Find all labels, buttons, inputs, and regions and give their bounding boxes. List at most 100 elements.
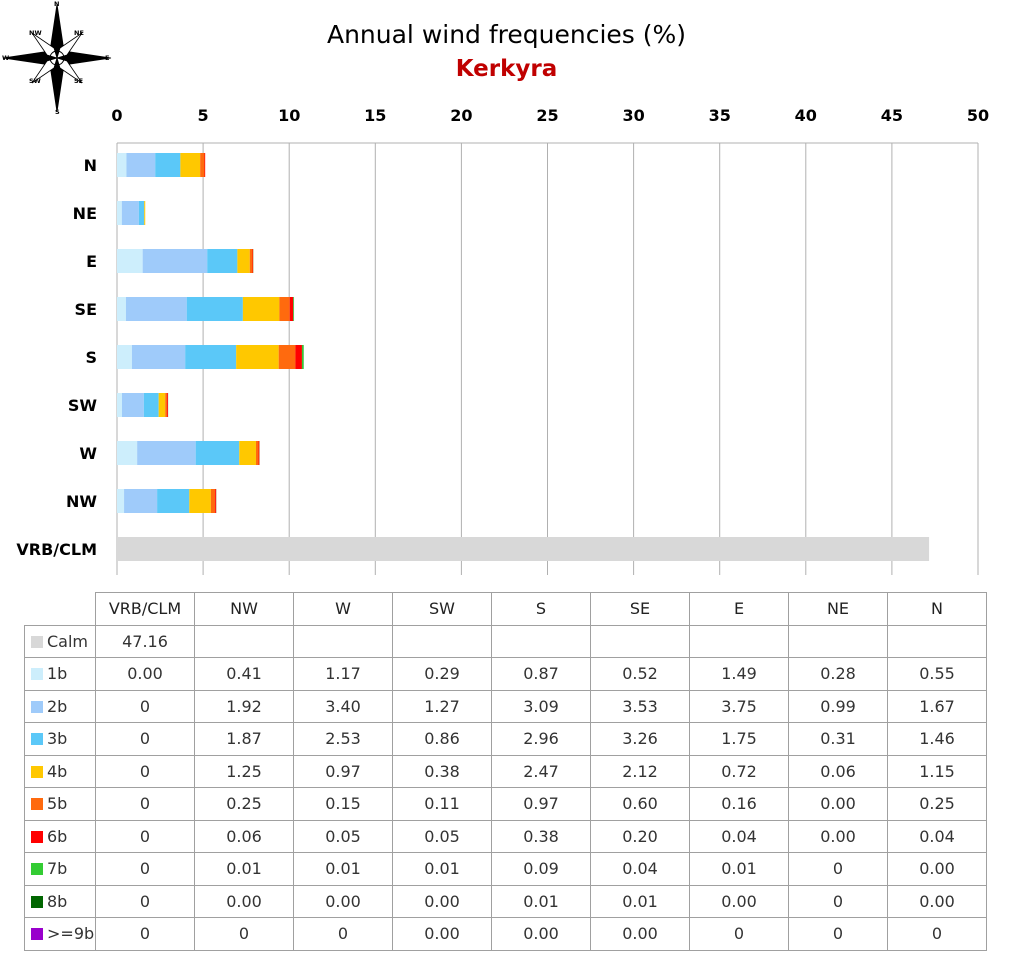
table-cell: 0.25	[887, 787, 987, 821]
table-cell: 0.00	[887, 852, 987, 886]
category-label-n: N	[84, 156, 97, 175]
table-cell: 0.06	[194, 819, 294, 853]
bar-sw-4b	[158, 393, 166, 417]
column-header: SW	[392, 592, 492, 626]
x-tick-label-20: 20	[450, 106, 472, 125]
x-tick-label-15: 15	[364, 106, 386, 125]
table-cell: 0	[95, 819, 195, 853]
table-cell: 1.87	[194, 722, 294, 756]
table-row: 2b 0 1.92 3.40 1.27 3.09 3.53 3.75 0.99 1.67	[24, 689, 987, 723]
table-cell: 0.15	[293, 787, 393, 821]
bar-n-2b	[126, 153, 156, 177]
table-cell: 0	[689, 917, 789, 951]
row-label: 1b	[24, 657, 96, 691]
bar-nw-1b	[117, 489, 125, 513]
table-cell: 0	[293, 917, 393, 951]
table-cell: 1.15	[887, 754, 987, 788]
table-cell: 3.53	[590, 689, 690, 723]
bar-nw-2b	[124, 489, 158, 513]
bar-nw-5b	[210, 489, 216, 513]
table-cell: 0	[887, 917, 987, 951]
legend-swatch	[31, 668, 43, 681]
bar-w-6b	[258, 441, 260, 465]
bar-n-3b	[155, 153, 181, 177]
column-header: SE	[590, 592, 690, 626]
table-cell: 0.86	[392, 722, 492, 756]
table-cell: 3.40	[293, 689, 393, 723]
legend-label: 8b	[47, 891, 68, 911]
table-cell: 3.09	[491, 689, 591, 723]
table-cell: 0.55	[887, 657, 987, 691]
table-cell: 0.00	[689, 884, 789, 918]
table-cell: 0.00	[392, 884, 492, 918]
table-cell: 0.41	[194, 657, 294, 691]
bar-e-3b	[207, 249, 238, 273]
row-label: 8b	[24, 884, 96, 918]
legend-label: 3b	[47, 729, 68, 749]
table-cell: 0.00	[788, 787, 888, 821]
bar-ne-2b	[121, 201, 139, 225]
table-cell: 0	[95, 689, 195, 723]
table-row: 1b 0.00 0.41 1.17 0.29 0.87 0.52 1.49 0.28 0.55	[24, 657, 987, 691]
table-cell: 0.00	[392, 917, 492, 951]
bar-e-4b	[237, 249, 250, 273]
legend-label: 5b	[47, 794, 68, 814]
legend-label: Calm	[47, 631, 89, 651]
table-cell: 0.25	[194, 787, 294, 821]
table-cell: 2.12	[590, 754, 690, 788]
category-label-vrb-clm: VRB/CLM	[16, 540, 97, 559]
table-row: >=9b 0 0 0 0.00 0.00 0.00 0 0 0	[24, 917, 987, 951]
table-cell: 1.25	[194, 754, 294, 788]
table-corner	[24, 592, 96, 626]
legend-swatch	[31, 830, 43, 843]
bar-e-1b	[117, 249, 143, 273]
table-cell: 1.67	[887, 689, 987, 723]
legend-label: 1b	[47, 664, 68, 684]
table-cell: 0.01	[194, 852, 294, 886]
table-cell: 0.31	[788, 722, 888, 756]
table-cell: 0.97	[293, 754, 393, 788]
column-header: W	[293, 592, 393, 626]
legend-swatch	[31, 895, 43, 908]
table-cell: 0.29	[392, 657, 492, 691]
bar-s-2b	[131, 345, 186, 369]
table-cell: 0.38	[491, 819, 591, 853]
column-header: NE	[788, 592, 888, 626]
category-label-ne: NE	[73, 204, 97, 223]
bar-n-1b	[117, 153, 127, 177]
row-label: 2b	[24, 689, 96, 723]
legend-swatch	[31, 700, 43, 713]
bar-s-4b	[236, 345, 279, 369]
compass-label-n: N	[54, 0, 59, 8]
table-cell: 0	[95, 722, 195, 756]
compass-label-s: S	[55, 108, 60, 115]
bar-ne-3b	[138, 201, 145, 225]
bar-sw-3b	[143, 393, 159, 417]
bar-s-7b	[301, 345, 304, 369]
x-tick-label-50: 50	[967, 106, 989, 125]
table-cell: 0	[95, 852, 195, 886]
table-cell	[194, 624, 294, 658]
row-label: 5b	[24, 787, 96, 821]
table-cell: 0.00	[590, 917, 690, 951]
table-cell: 0.97	[491, 787, 591, 821]
bar-se-4b	[242, 297, 280, 321]
bar-nw-6b	[215, 489, 217, 513]
table-cell	[293, 624, 393, 658]
table-cell: 47.16	[95, 624, 195, 658]
bar-se-5b	[279, 297, 290, 321]
category-label-s: S	[85, 348, 97, 367]
table-cell: 0.06	[788, 754, 888, 788]
table-cell: 0.00	[194, 884, 294, 918]
table-cell: 0.20	[590, 819, 690, 853]
compass-label-e: E	[105, 54, 109, 62]
category-label-nw: NW	[66, 492, 97, 511]
table-cell: 0.11	[392, 787, 492, 821]
table-cell: 0	[788, 917, 888, 951]
compass-label-w: W	[2, 54, 9, 62]
table-cell: 0.16	[689, 787, 789, 821]
legend-label: 7b	[47, 859, 68, 879]
bar-s-5b	[278, 345, 296, 369]
compass-label-sw: SW	[29, 77, 41, 85]
table-cell	[689, 624, 789, 658]
